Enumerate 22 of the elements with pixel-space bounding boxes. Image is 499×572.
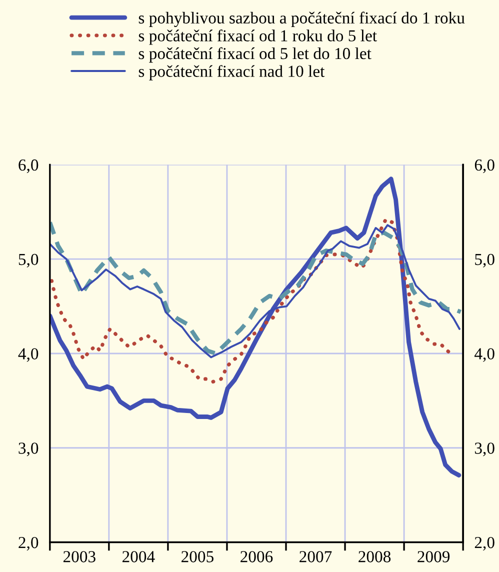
x-tick-label: 2003 xyxy=(63,551,96,562)
y2-tick-label: 2,0 xyxy=(474,536,494,551)
y-tick-label: 4,0 xyxy=(18,348,38,362)
y2-tick-label: 5,0 xyxy=(475,254,494,268)
y2-tick-label: 6,0 xyxy=(474,159,494,174)
x-tick-label: 2005 xyxy=(182,551,214,562)
y2-tick-label: 3,0 xyxy=(474,442,494,456)
y-tick-label: 2,0 xyxy=(18,536,38,551)
x-tick-label: 2006 xyxy=(240,551,273,562)
y-tick-label: 3,0 xyxy=(18,442,38,456)
y2-tick-label: 4,0 xyxy=(474,348,494,362)
x-tick-label: 2009 xyxy=(418,551,450,562)
legend-label: s počáteční fixací nad 10 let xyxy=(138,65,325,80)
legend-label: s počáteční fixací od 1 roku do 5 let xyxy=(138,29,377,45)
line-series xyxy=(50,176,462,478)
x-tick-label: 2008 xyxy=(358,551,391,562)
x-tick-label: 2007 xyxy=(300,551,332,562)
y-tick-label: 6,0 xyxy=(18,159,38,174)
y-tick-label: 5,0 xyxy=(18,254,38,268)
legend-label: s počáteční fixací od 5 let do 10 let xyxy=(138,47,372,63)
legend-label: s pohyblivou sazbou a počáteční fixací do 1 roku xyxy=(138,12,465,27)
x-tick-label: 2004 xyxy=(122,551,155,562)
